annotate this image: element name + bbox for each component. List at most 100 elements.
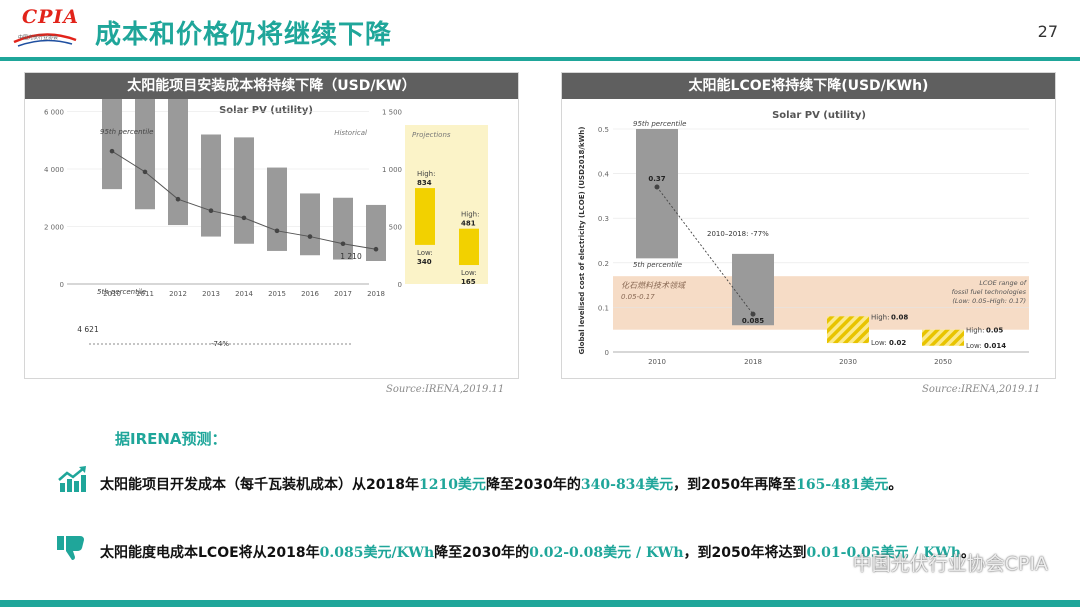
chart2-proj-high-text: High: — [871, 313, 889, 321]
chart1-xtick: 2018 — [367, 290, 385, 298]
chart1-bar — [201, 134, 221, 237]
chart1-median-point — [208, 208, 214, 213]
chart2-proj-high-value: 0.08 — [891, 313, 908, 321]
chart2-projection-bar — [827, 316, 869, 344]
logo-subtitle: 中国光伏行业协会 — [18, 35, 59, 41]
bullet-line-2: 太阳能度电成本LCOE将从2018年0.085美元/KWh降至2030年的0.0… — [100, 542, 975, 562]
bullet-line-1: 太阳能项目开发成本（每千瓦装机成本）从2018年1210美元降至2030年的34… — [100, 474, 902, 494]
chart1-median-point — [175, 196, 181, 202]
line2-value-2030: 0.02-0.08美元 / KWh — [529, 545, 684, 561]
chart2-xtick: 2050 — [934, 358, 952, 366]
line1-text-e: ，到2050年再降至 — [673, 477, 797, 493]
chart2-trend-line — [656, 186, 754, 315]
page-number: 27 — [1037, 22, 1058, 41]
chart1-proj-low-text: Low: — [417, 249, 433, 257]
chart1-bar — [135, 65, 155, 210]
chart1-xtick: 2014 — [235, 290, 253, 298]
chart1-label-start: 4 621 — [77, 325, 99, 334]
chart1-xtick: 2017 — [334, 290, 352, 298]
chart2-proj-low-text: Low: — [871, 339, 887, 347]
chart1-proj-high-text: High: — [461, 211, 479, 219]
line2-text-c: 降至2030年的 — [434, 545, 530, 561]
chart1-median-point — [241, 215, 247, 221]
logo-text: CPIA — [22, 6, 80, 28]
logo-swoosh-icon — [13, 33, 77, 47]
chart1-bar — [102, 56, 122, 190]
chart2-title: Solar PV (utility) — [772, 110, 866, 121]
chart2-xtick: 2010 — [648, 358, 666, 366]
chart1-bar — [267, 167, 287, 251]
chart1-proj-high-text: High: — [417, 170, 435, 178]
chart2-ytick: 0.2 — [598, 260, 609, 268]
chart1-xtick: 2016 — [301, 290, 319, 298]
line1-value-2030: 340-834美元 — [580, 477, 674, 493]
chart2-change-label: 2010–2018: -77% — [707, 230, 769, 238]
chart1-median-point — [142, 169, 148, 175]
header-divider — [0, 57, 1080, 61]
chart1-proj-low-value: 165 — [461, 278, 476, 286]
chart1-xtick: 2010 — [103, 290, 121, 298]
chart2-proj-low-value: 0.02 — [889, 339, 906, 347]
chart1-bar — [333, 197, 353, 260]
chart1-xtick: 2015 — [268, 290, 286, 298]
lcoe-chart: Solar PV (utility) Global levelised cost … — [578, 110, 1029, 366]
line2-value-2018: 0.085美元/KWh — [319, 545, 435, 561]
right-panel-header: 太阳能LCOE将持续下降(USD/KWh) — [562, 73, 1055, 99]
chart1-historical-label: Historical — [334, 129, 367, 137]
chart2-proj-high-value: 0.05 — [986, 327, 1003, 335]
chart1-ytick: 2 000 — [44, 224, 64, 232]
chart2-median-label: 0.085 — [742, 317, 764, 325]
footer-bar — [0, 600, 1080, 607]
chart2-proj-low-value: 0.014 — [984, 342, 1006, 350]
chart2-ylabel: Global levelised cost of electricity (LC… — [578, 127, 586, 355]
chart1-proj-low-value: 340 — [417, 258, 432, 266]
chart1-xtick: 2013 — [202, 290, 220, 298]
chart2-ytick: 0.4 — [598, 171, 610, 179]
chart2-fossil-label-range: 0.05-0.17 — [621, 293, 655, 301]
chart2-xtick: 2018 — [744, 358, 762, 366]
chart2-fossil-band — [613, 276, 1029, 330]
chart1-projections-label: Projections — [412, 131, 451, 139]
chart1-proj-high-value: 481 — [461, 220, 476, 228]
chart2-bar — [636, 129, 678, 259]
line1-text-a: 太阳能项目开发成本（每千瓦装机成本）从2018年 — [100, 477, 419, 493]
trend-chart-icon — [58, 466, 88, 494]
chart2-proj-low-text: Low: — [966, 342, 982, 350]
chart1-proj-ytick: 1 500 — [382, 109, 402, 117]
chart1-bar — [234, 137, 254, 244]
chart2-ytick: 0.5 — [598, 126, 609, 134]
chart1-projection-bar — [415, 188, 435, 245]
chart1-proj-ytick: 1 000 — [382, 166, 402, 174]
chart1-label-95: 95th percentile — [100, 128, 153, 136]
chart2-ytick: 0 — [605, 349, 609, 357]
chart2-label-95: 95th percentile — [633, 120, 686, 128]
chart2-fossil-label-en2: fossil fuel technologies — [952, 288, 1027, 296]
line2-text-e: ，到2050年将达到 — [683, 545, 807, 561]
chart1-projection-bar — [459, 228, 479, 266]
line1-value-2018: 1210美元 — [418, 477, 486, 493]
left-source: Source:IRENA,2019.11 — [386, 384, 505, 395]
chart2-projection-bar — [922, 329, 964, 346]
chart2-label-5: 5th percentile — [633, 261, 682, 269]
page-title: 成本和价格仍将继续下降 — [95, 20, 393, 50]
chart1-proj-ytick: 0 — [398, 281, 402, 289]
chart1-title: Solar PV (utility) — [219, 105, 313, 116]
chart1-ytick: 4 000 — [44, 166, 64, 174]
watermark: 中国光伏行业协会CPIA — [852, 553, 1048, 575]
chart1-median-point — [373, 246, 379, 252]
chart1-median-point — [340, 241, 346, 247]
right-source: Source:IRENA,2019.11 — [922, 384, 1041, 395]
chart2-ytick: 0.3 — [598, 215, 609, 223]
chart1-bar — [300, 193, 320, 256]
chart1-bar — [366, 204, 386, 261]
line1-text-c: 降至2030年的 — [485, 477, 581, 493]
chart1-proj-low-text: Low: — [461, 269, 477, 277]
chart2-fossil-label-en3: (Low: 0.05–High: 0.17) — [952, 297, 1026, 305]
chart1-median-point — [109, 148, 115, 154]
chart2-median-label: 0.37 — [648, 175, 665, 183]
chart1-bar — [168, 97, 188, 226]
cpia-logo — [10, 8, 80, 54]
line2-text-g: 。 — [960, 545, 975, 561]
chart2-fossil-label-cn: 化石燃料技术领域 — [621, 281, 686, 290]
chart1-label-5: 5th percentile — [97, 288, 146, 296]
